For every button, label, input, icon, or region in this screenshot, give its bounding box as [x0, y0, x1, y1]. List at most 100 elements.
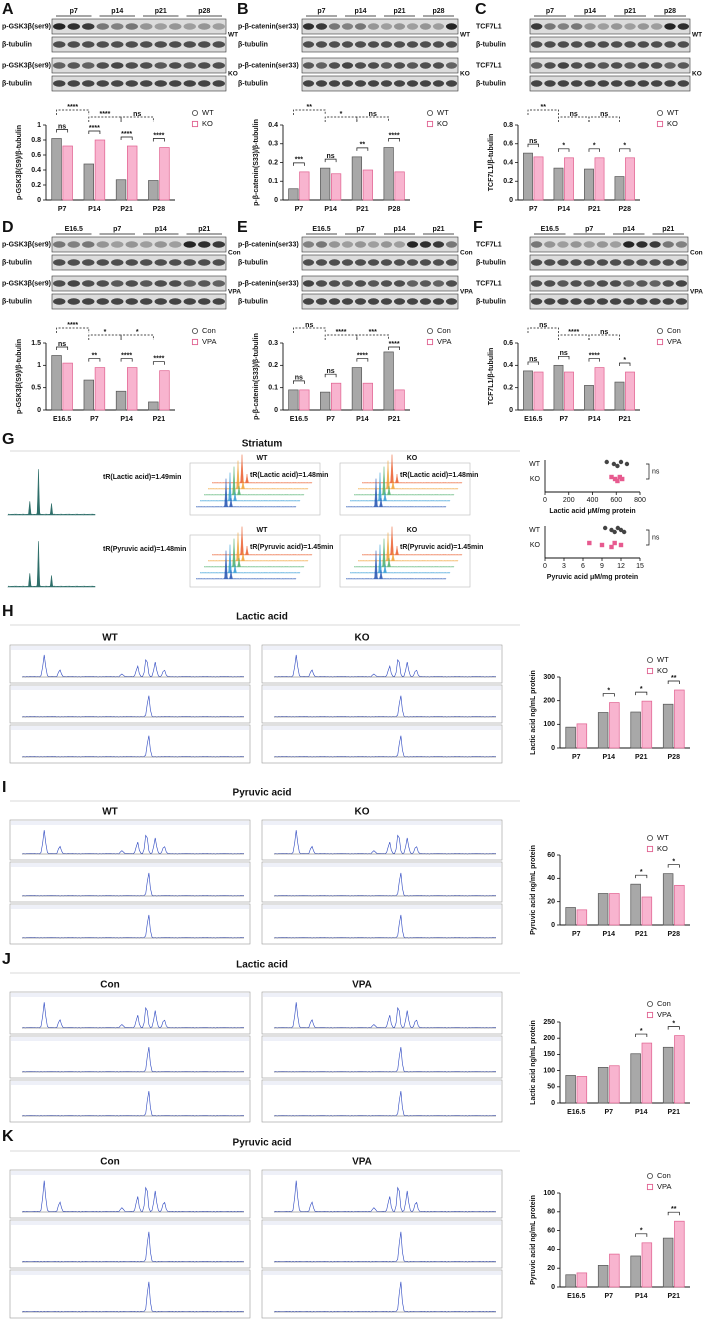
bar — [674, 1220, 685, 1288]
blot-band — [198, 280, 211, 287]
blot-strip — [51, 36, 227, 53]
y-tick-label: 40 — [547, 875, 555, 882]
blot-strip — [301, 36, 459, 53]
x-tick-label: P7 — [604, 1293, 613, 1300]
legend-marker — [646, 1000, 654, 1008]
blot-group-label: WT — [228, 32, 238, 39]
y-tick-label: 0.3 — [268, 141, 278, 148]
blot-band — [169, 298, 182, 305]
blot-row-label: p-GSK3β(ser9) — [2, 280, 51, 287]
chromatogram-header — [263, 863, 501, 867]
point — [624, 461, 630, 467]
bar — [351, 367, 363, 411]
lane-label: p7 — [356, 226, 364, 233]
blot-band — [393, 241, 406, 248]
point — [599, 542, 605, 548]
blot-band — [419, 62, 432, 69]
bar — [159, 147, 170, 201]
significance-label: * — [672, 1020, 675, 1027]
blot-band — [544, 62, 556, 69]
blot-band — [367, 298, 380, 305]
significance-label: ** — [92, 352, 98, 359]
x-tick-label: E16.5 — [567, 1293, 585, 1300]
blot-band — [96, 259, 109, 266]
blot-band — [212, 280, 225, 287]
blot-band — [380, 259, 393, 266]
blot-band — [597, 41, 610, 48]
chromatogram-header — [11, 1221, 249, 1225]
x-tick-label: P21 — [356, 206, 369, 213]
chromatogram-frame — [9, 991, 251, 1035]
lane-label: p7 — [70, 8, 78, 15]
legend-label: KO — [667, 119, 678, 128]
blot-band — [445, 23, 458, 30]
blot-band — [82, 259, 95, 266]
blot-band — [198, 41, 211, 48]
bar — [597, 1067, 609, 1104]
blot-band — [169, 259, 182, 266]
legend-marker — [656, 120, 664, 128]
point — [619, 476, 625, 482]
blot-band — [393, 298, 406, 305]
bar — [533, 156, 544, 201]
significance-bracket — [646, 529, 650, 546]
bar — [94, 367, 106, 411]
blot-band — [677, 62, 690, 69]
blot-band — [596, 241, 609, 248]
bar — [565, 907, 576, 926]
blot-band — [354, 80, 367, 87]
blot-group-label: KO — [228, 71, 238, 78]
blot-group-label: Con — [460, 250, 473, 257]
blot-band — [212, 298, 225, 305]
blot-row-label: β-tubulin — [238, 41, 268, 48]
blot-row-label: β-tubulin — [238, 80, 268, 87]
chromatogram — [199, 544, 301, 574]
chromatogram-frame — [261, 1035, 503, 1079]
blot-row-label: TCF7L1 — [476, 280, 502, 287]
significance-label: * — [640, 869, 643, 876]
group-label: Con — [100, 980, 119, 991]
legend-label: WT — [667, 108, 679, 117]
blot-band — [624, 23, 636, 30]
blot-band — [675, 259, 688, 266]
blot-band — [583, 280, 595, 287]
legend-marker — [656, 327, 664, 335]
bar — [662, 703, 674, 749]
blot-band — [544, 41, 556, 48]
blot-group-label: VPA — [460, 289, 473, 296]
panel-label: A — [2, 1, 14, 18]
significance-label: **** — [67, 104, 78, 111]
blot-band — [544, 298, 556, 305]
blot-band — [96, 41, 109, 48]
chromatogram-header — [11, 993, 249, 997]
chromatogram-frame — [261, 991, 503, 1035]
chromatogram — [273, 1231, 497, 1263]
y-tick-label: 100 — [543, 1067, 555, 1074]
blot-band — [341, 62, 354, 69]
x-tick-label: P14 — [120, 416, 133, 423]
blot-band — [609, 241, 622, 248]
blot-band — [302, 41, 315, 48]
blot-band — [140, 259, 153, 266]
blot-group-label: KO — [460, 71, 470, 78]
blot-band — [419, 41, 432, 48]
chromatogram-frame — [189, 534, 321, 588]
blot-band — [169, 62, 182, 69]
blot-band — [82, 241, 95, 248]
significance-label: *** — [295, 157, 303, 164]
blot-band — [419, 280, 432, 287]
x-tick-label: P21 — [668, 1109, 681, 1116]
y-axis-label: Pyruvic acid ng/mL protein — [530, 845, 537, 935]
blot-band — [530, 259, 543, 266]
y-tick-label: 150 — [543, 1051, 555, 1058]
blot-band — [111, 241, 124, 248]
blot-band — [302, 298, 315, 305]
blot-band — [140, 62, 153, 69]
blot-band — [154, 23, 167, 30]
significance-bracket — [56, 109, 90, 115]
blot-group-label: VPA — [228, 289, 241, 296]
y-tick-label: 0 — [37, 197, 41, 204]
blot-group-label: KO — [692, 71, 702, 78]
x-tick-label: P7 — [295, 206, 304, 213]
blot-band — [624, 41, 636, 48]
